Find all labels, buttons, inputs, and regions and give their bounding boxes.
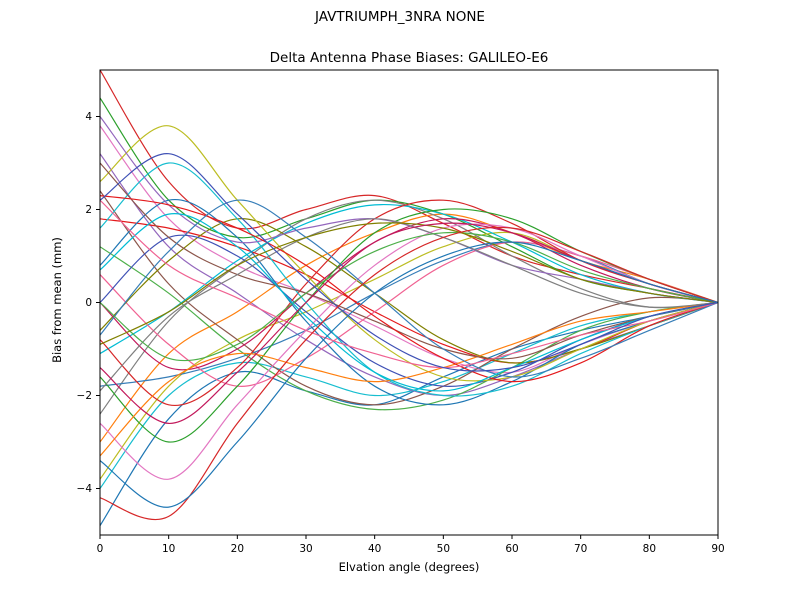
x-tick-label: 0 xyxy=(97,543,104,555)
series-group xyxy=(100,70,718,527)
y-tick-label: 2 xyxy=(85,204,92,216)
y-tick-label: 0 xyxy=(85,297,92,309)
series-line xyxy=(100,222,718,345)
x-tick-label: 20 xyxy=(231,543,244,555)
figure-suptitle: JAVTRIUMPH_3NRA NONE xyxy=(315,9,485,25)
series-line xyxy=(100,153,718,372)
series-line xyxy=(100,125,718,382)
series-line xyxy=(100,70,718,304)
series-line xyxy=(100,162,718,360)
series-line xyxy=(100,223,718,480)
x-tick-label: 90 xyxy=(711,543,724,555)
y-tick-label: 4 xyxy=(85,111,92,123)
chart-title: Delta Antenna Phase Biases: GALILEO-E6 xyxy=(269,50,549,66)
series-line xyxy=(100,199,718,378)
y-tick-label: −4 xyxy=(77,483,93,495)
x-tick-label: 70 xyxy=(574,543,587,555)
x-tick-label: 60 xyxy=(505,543,518,555)
series-line xyxy=(100,301,718,527)
series-line xyxy=(100,162,718,397)
series-line xyxy=(100,231,718,362)
x-tick-label: 40 xyxy=(368,543,381,555)
series-line xyxy=(100,190,718,406)
series-line xyxy=(100,153,718,397)
series-line xyxy=(100,218,718,392)
series-line xyxy=(100,218,718,371)
x-tick-label: 50 xyxy=(437,543,450,555)
x-tick-label: 10 xyxy=(162,543,175,555)
series-line xyxy=(100,203,718,355)
x-tick-label: 80 xyxy=(643,543,656,555)
series-line xyxy=(100,226,718,521)
series-line xyxy=(100,199,718,369)
series-line xyxy=(100,246,718,411)
series-line xyxy=(100,222,718,425)
series-line xyxy=(100,218,718,364)
series-line xyxy=(100,241,718,387)
series-line xyxy=(100,198,718,406)
x-tick-label: 30 xyxy=(299,543,312,555)
series-line xyxy=(100,301,718,490)
x-axis-label: Elvation angle (degrees) xyxy=(338,560,480,574)
series-line xyxy=(100,241,718,508)
series-line xyxy=(100,218,718,364)
y-tick-label: −2 xyxy=(77,390,92,402)
series-line xyxy=(100,301,718,457)
